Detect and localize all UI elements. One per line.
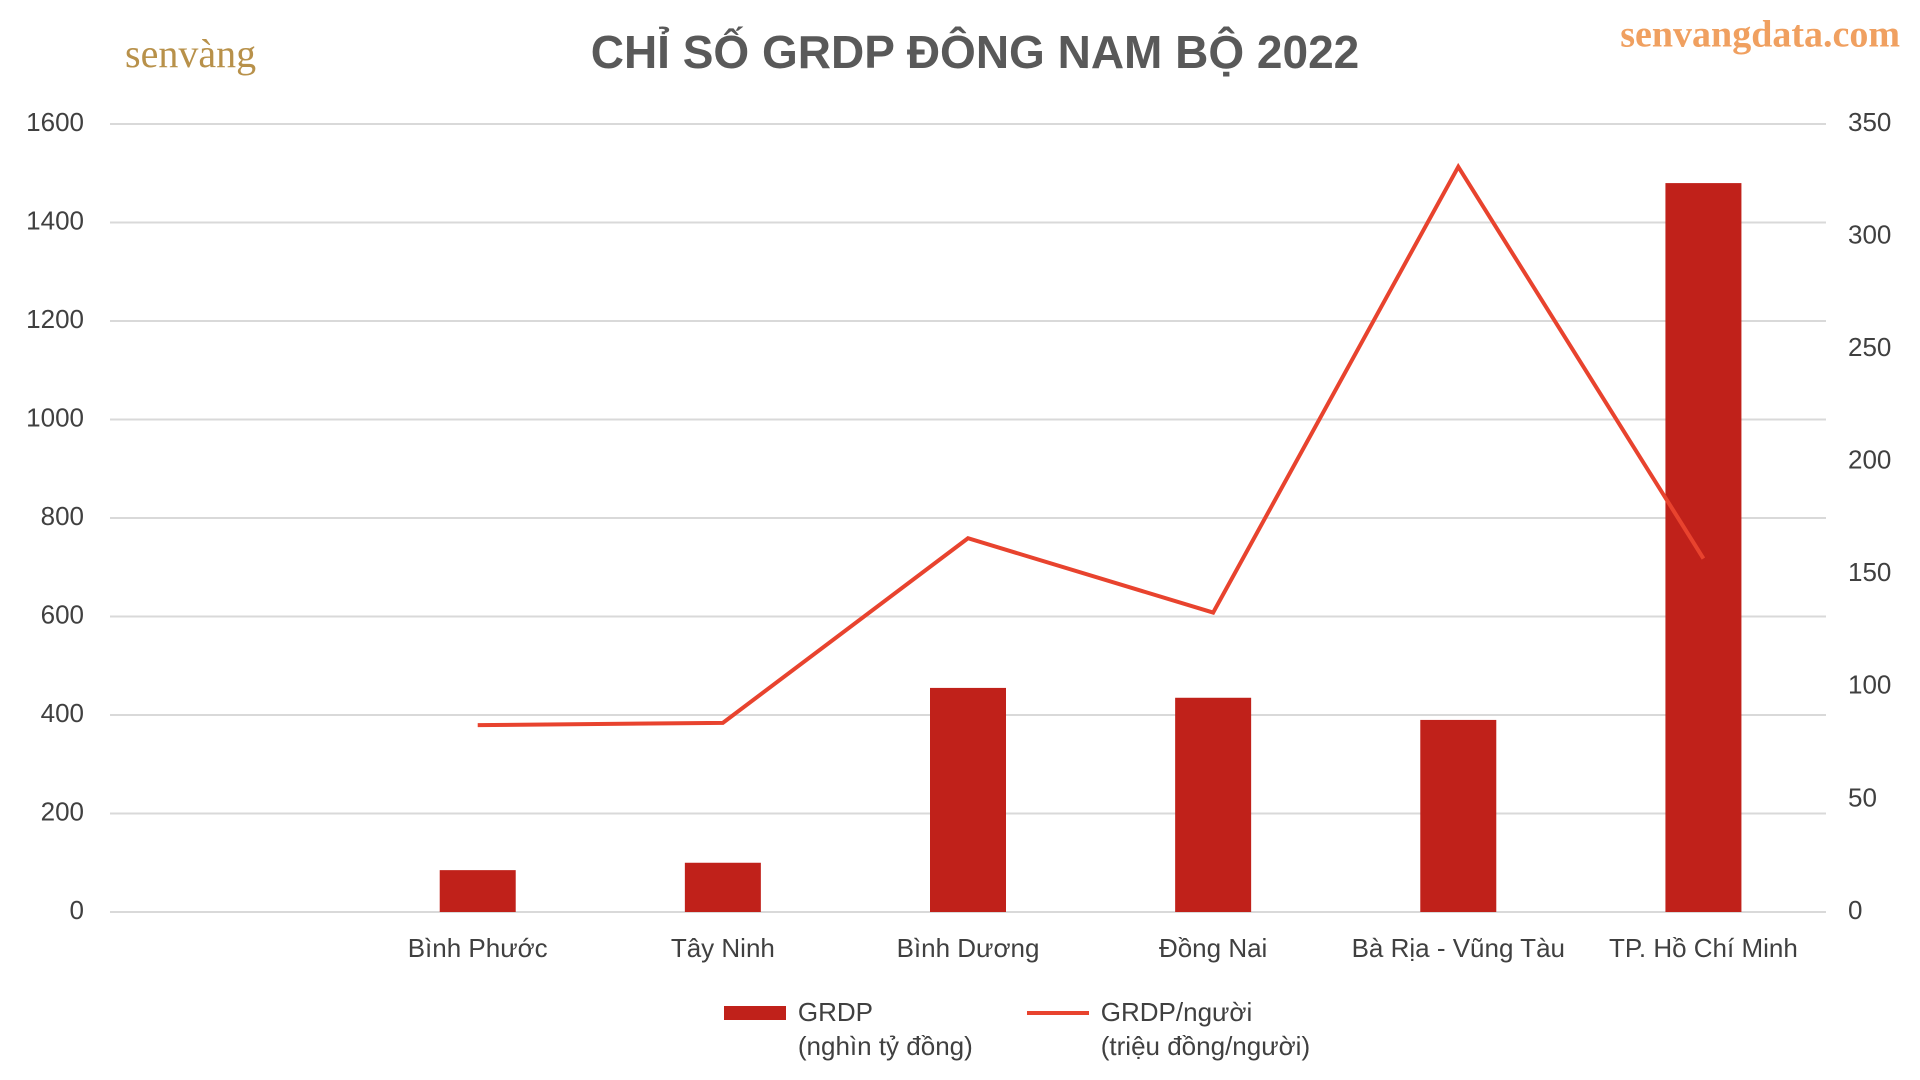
x-tick-label: Bình Phước [408, 933, 548, 963]
y-tick-label: 1200 [26, 304, 84, 334]
legend-label: GRDP (nghìn tỷ đồng) [797, 997, 973, 1061]
legend: GRDP (nghìn tỷ đồng) GRDP/người (triệu đồ… [0, 995, 1920, 1063]
y-tick-label: 800 [41, 501, 84, 531]
y-tick-label: 600 [41, 599, 84, 629]
bar [439, 870, 516, 912]
chart-title: CHỈ SỐ GRDP ĐÔNG NAM BỘ 2022 [591, 26, 1360, 78]
x-tick-label: TP. Hồ Chí Minh [1609, 933, 1798, 963]
y-tick-label: 400 [41, 698, 84, 728]
y-tick-label: 1400 [26, 205, 84, 235]
source: senvangdata.com [1620, 14, 1900, 56]
bar [684, 862, 761, 912]
legend-label: GRDP/người (triệu đồng/người) [1100, 997, 1311, 1061]
y2-tick-label: 0 [1848, 895, 1862, 925]
y2-tick-label: 100 [1848, 670, 1891, 700]
line [477, 162, 1706, 728]
y2-tick-label: 50 [1848, 782, 1877, 812]
legend-swatch [1026, 1011, 1089, 1015]
legend-swatch [723, 1006, 786, 1020]
y-tick-label: 1600 [26, 107, 84, 137]
y2-tick-label: 150 [1848, 557, 1891, 587]
logo: senvàng [125, 31, 256, 76]
bar [1665, 183, 1742, 913]
y2-tick-label: 300 [1848, 219, 1891, 249]
x-tick-label: Đồng Nai [1159, 933, 1267, 963]
y-tick-label: 1000 [26, 402, 84, 432]
y2-tick-label: 200 [1848, 445, 1891, 475]
x-tick-label: Bình Dương [897, 933, 1040, 963]
bar [1420, 719, 1497, 912]
y2-tick-label: 250 [1848, 332, 1891, 362]
y-tick-label: 0 [70, 895, 84, 925]
y2-tick-label: 350 [1848, 107, 1891, 137]
y-tick-label: 200 [41, 796, 84, 826]
bar [930, 687, 1006, 912]
x-tick-label: Tây Ninh [671, 933, 775, 963]
bar [1175, 697, 1252, 912]
legend-item: GRDP (nghìn tỷ đồng) [720, 995, 973, 1063]
legend-item: GRDP/người (triệu đồng/người) [1023, 995, 1310, 1063]
x-tick-label: Bà Rịa - Vũng Tàu [1352, 933, 1565, 963]
